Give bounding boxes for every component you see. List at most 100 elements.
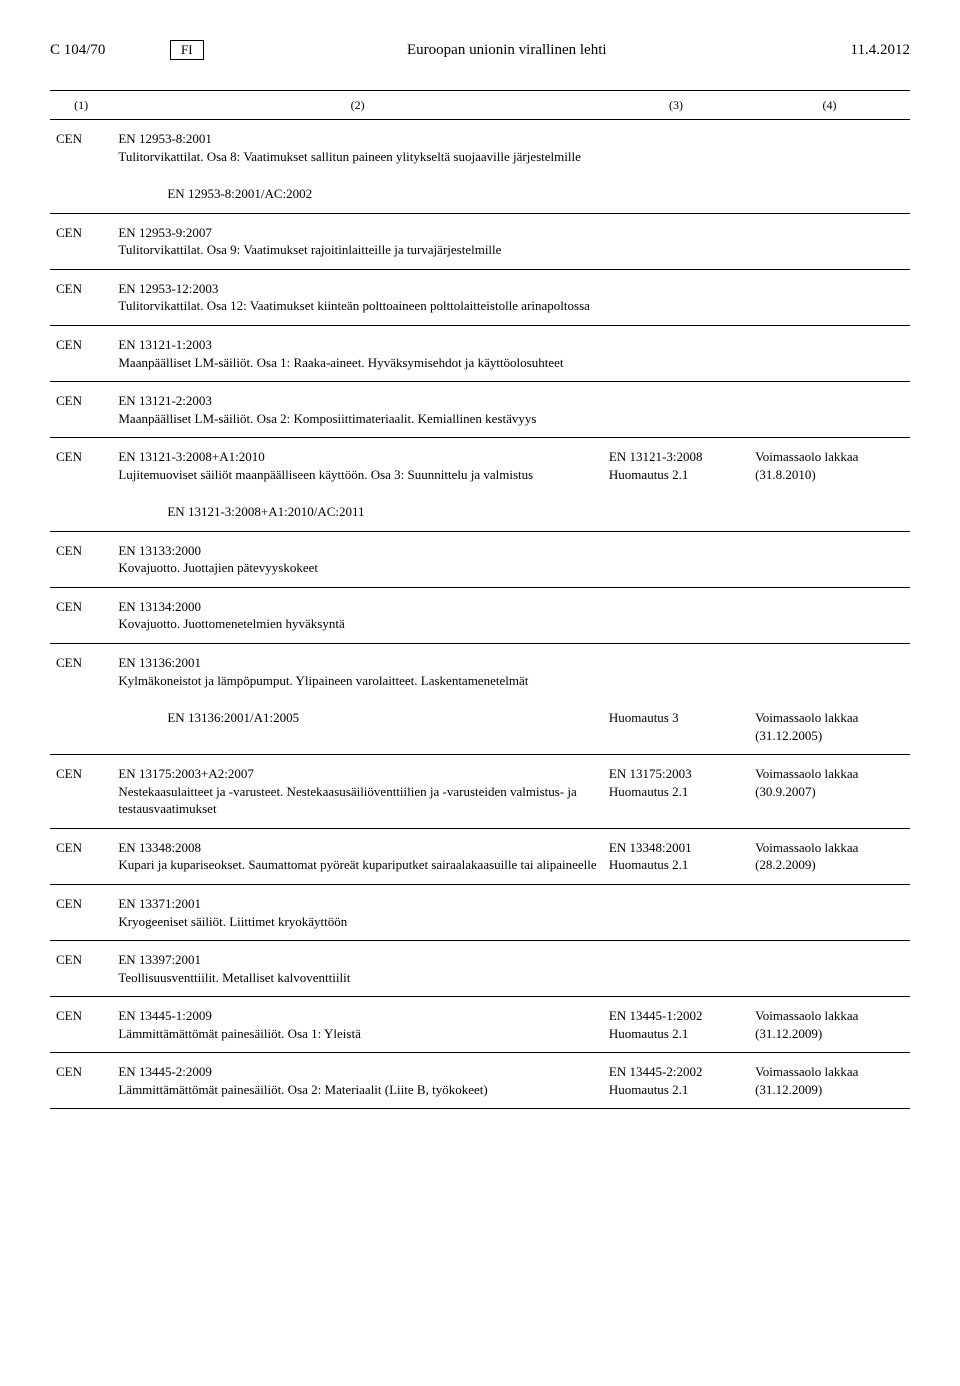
standard-cell: EN 12953-8:2001/AC:2002 — [112, 175, 603, 213]
standard-cell: EN 13175:2003+A2:2007Nestekaasulaitteet … — [112, 755, 603, 829]
standard-cell: EN 13121-3:2008+A1:2010Lujitemuoviset sä… — [112, 438, 603, 494]
org-cell: CEN — [50, 326, 112, 382]
ref-cell — [603, 382, 749, 438]
status-cell — [749, 326, 910, 382]
ref-cell — [603, 269, 749, 325]
ref-cell — [603, 175, 749, 213]
standard-cell: EN 13121-2:2003Maanpäälliset LM-säiliöt.… — [112, 382, 603, 438]
org-cell: CEN — [50, 644, 112, 700]
table-subrow: EN 13136:2001/A1:2005 Huomautus 3 Voimas… — [50, 699, 910, 755]
table-row: CEN EN 13371:2001Kryogeeniset säiliöt. L… — [50, 884, 910, 940]
table-header-row: (1) (2) (3) (4) — [50, 91, 910, 120]
colhead-1: (1) — [50, 91, 112, 120]
org-cell: CEN — [50, 755, 112, 829]
table-subrow: EN 12953-8:2001/AC:2002 — [50, 175, 910, 213]
table-row: CEN EN 13136:2001Kylmäkoneistot ja lämpö… — [50, 644, 910, 700]
standard-cell: EN 13134:2000Kovajuotto. Juottomenetelmi… — [112, 587, 603, 643]
table-row: CEN EN 13445-1:2009Lämmittämättömät pain… — [50, 997, 910, 1053]
ref-cell — [603, 326, 749, 382]
table-row: CEN EN 13121-1:2003Maanpäälliset LM-säil… — [50, 326, 910, 382]
table-row: CEN EN 13397:2001Teollisuusventtiilit. M… — [50, 941, 910, 997]
ref-cell: Huomautus 3 — [603, 699, 749, 755]
ref-cell: EN 13445-1:2002Huomautus 2.1 — [603, 997, 749, 1053]
status-cell — [749, 587, 910, 643]
org-cell: CEN — [50, 531, 112, 587]
org-cell: CEN — [50, 828, 112, 884]
org-cell: CEN — [50, 941, 112, 997]
ref-cell — [603, 644, 749, 700]
table-row: CEN EN 12953-12:2003Tulitorvikattilat. O… — [50, 269, 910, 325]
ref-cell — [603, 213, 749, 269]
status-cell: Voimassaolo lakkaa(31.12.2005) — [749, 699, 910, 755]
standard-cell: EN 13445-2:2009Lämmittämättömät painesäi… — [112, 1053, 603, 1109]
status-cell: Voimassaolo lakkaa(30.9.2007) — [749, 755, 910, 829]
standard-cell: EN 13136:2001/A1:2005 — [112, 699, 603, 755]
header-lang: FI — [170, 40, 204, 60]
table-row: CEN EN 13134:2000Kovajuotto. Juottomenet… — [50, 587, 910, 643]
page-header: C 104/70 FI Euroopan unionin virallinen … — [50, 40, 910, 60]
org-cell: CEN — [50, 438, 112, 494]
standard-cell: EN 13445-1:2009Lämmittämättömät painesäi… — [112, 997, 603, 1053]
status-cell: Voimassaolo lakkaa(28.2.2009) — [749, 828, 910, 884]
ref-cell — [603, 531, 749, 587]
standard-cell: EN 13121-3:2008+A1:2010/AC:2011 — [112, 493, 603, 531]
standard-cell: EN 13348:2008Kupari ja kupariseokset. Sa… — [112, 828, 603, 884]
standard-cell: EN 12953-9:2007Tulitorvikattilat. Osa 9:… — [112, 213, 603, 269]
standard-cell: EN 13121-1:2003Maanpäälliset LM-säiliöt.… — [112, 326, 603, 382]
ref-cell: EN 13121-3:2008Huomautus 2.1 — [603, 438, 749, 494]
standards-table: (1) (2) (3) (4) CEN EN 12953-8:2001Tulit… — [50, 90, 910, 1109]
status-cell — [749, 941, 910, 997]
colhead-4: (4) — [749, 91, 910, 120]
table-row: CEN EN 12953-9:2007Tulitorvikattilat. Os… — [50, 213, 910, 269]
status-cell: Voimassaolo lakkaa(31.12.2009) — [749, 997, 910, 1053]
org-cell: CEN — [50, 120, 112, 176]
status-cell — [749, 175, 910, 213]
standard-cell: EN 13133:2000Kovajuotto. Juottajien päte… — [112, 531, 603, 587]
table-row: CEN EN 13348:2008Kupari ja kupariseokset… — [50, 828, 910, 884]
colhead-2: (2) — [112, 91, 603, 120]
status-cell: Voimassaolo lakkaa(31.12.2009) — [749, 1053, 910, 1109]
ref-cell — [603, 493, 749, 531]
status-cell: Voimassaolo lakkaa(31.8.2010) — [749, 438, 910, 494]
table-row: CEN EN 13445-2:2009Lämmittämättömät pain… — [50, 1053, 910, 1109]
header-left: C 104/70 — [50, 42, 170, 59]
table-row: CEN EN 13121-2:2003Maanpäälliset LM-säil… — [50, 382, 910, 438]
org-cell — [50, 175, 112, 213]
ref-cell: EN 13348:2001Huomautus 2.1 — [603, 828, 749, 884]
status-cell — [749, 213, 910, 269]
header-title: Euroopan unionin virallinen lehti — [224, 42, 790, 59]
org-cell: CEN — [50, 382, 112, 438]
status-cell — [749, 644, 910, 700]
header-date: 11.4.2012 — [790, 42, 910, 59]
org-cell: CEN — [50, 269, 112, 325]
status-cell — [749, 884, 910, 940]
status-cell — [749, 382, 910, 438]
org-cell: CEN — [50, 587, 112, 643]
standard-cell: EN 12953-12:2003Tulitorvikattilat. Osa 1… — [112, 269, 603, 325]
standard-cell: EN 13397:2001Teollisuusventtiilit. Metal… — [112, 941, 603, 997]
ref-cell — [603, 120, 749, 176]
table-row: CEN EN 13121-3:2008+A1:2010Lujitemuovise… — [50, 438, 910, 494]
org-cell: CEN — [50, 1053, 112, 1109]
standard-cell: EN 13136:2001Kylmäkoneistot ja lämpöpump… — [112, 644, 603, 700]
ref-cell — [603, 884, 749, 940]
status-cell — [749, 120, 910, 176]
table-row: CEN EN 13175:2003+A2:2007Nestekaasulaitt… — [50, 755, 910, 829]
status-cell — [749, 269, 910, 325]
standard-cell: EN 12953-8:2001Tulitorvikattilat. Osa 8:… — [112, 120, 603, 176]
org-cell: CEN — [50, 997, 112, 1053]
org-cell — [50, 699, 112, 755]
status-cell — [749, 493, 910, 531]
standard-cell: EN 13371:2001Kryogeeniset säiliöt. Liitt… — [112, 884, 603, 940]
ref-cell: EN 13175:2003Huomautus 2.1 — [603, 755, 749, 829]
org-cell: CEN — [50, 884, 112, 940]
table-subrow: EN 13121-3:2008+A1:2010/AC:2011 — [50, 493, 910, 531]
colhead-3: (3) — [603, 91, 749, 120]
table-row: CEN EN 12953-8:2001Tulitorvikattilat. Os… — [50, 120, 910, 176]
org-cell: CEN — [50, 213, 112, 269]
ref-cell: EN 13445-2:2002Huomautus 2.1 — [603, 1053, 749, 1109]
status-cell — [749, 531, 910, 587]
ref-cell — [603, 587, 749, 643]
ref-cell — [603, 941, 749, 997]
table-row: CEN EN 13133:2000Kovajuotto. Juottajien … — [50, 531, 910, 587]
